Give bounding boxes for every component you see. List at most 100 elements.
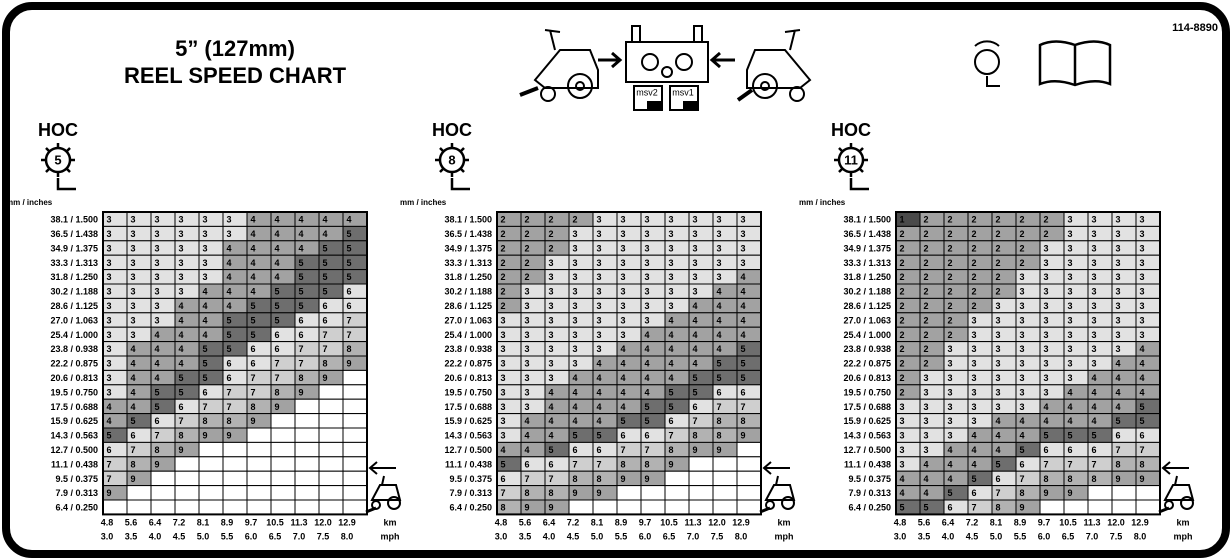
cell [318, 427, 344, 443]
cell-value: 3 [899, 431, 904, 441]
cell-value: 3 [130, 258, 135, 268]
cell [640, 485, 666, 501]
cell [342, 413, 368, 429]
speed-mph: 7.0 [293, 531, 306, 541]
cell-value: 5 [298, 272, 303, 282]
speed-km: 10.5 [266, 517, 284, 527]
cell-value: 5 [947, 488, 952, 498]
cell-value: 3 [202, 258, 207, 268]
cell-value: 6 [250, 344, 255, 354]
cell-value: 9 [548, 503, 553, 513]
row-label: 30.2 / 1.188 [843, 287, 891, 297]
cell-value: 3 [1115, 315, 1120, 325]
cell-value: 3 [524, 287, 529, 297]
row-label: 28.6 / 1.125 [50, 301, 98, 311]
cell-value: 4 [226, 272, 231, 282]
cell [222, 456, 248, 472]
cell-value: 3 [500, 402, 505, 412]
cell-value: 2 [899, 373, 904, 383]
row-label: 25.4 / 1.000 [444, 330, 492, 340]
cell [342, 384, 368, 400]
cell-value: 2 [899, 387, 904, 397]
cell-value: 3 [644, 215, 649, 225]
cell [712, 485, 738, 501]
cell-value: 3 [106, 215, 111, 225]
cell-value: 3 [130, 272, 135, 282]
hoc-icon-spoke [65, 167, 71, 173]
cell-value: 7 [620, 445, 625, 455]
cell-value: 4 [178, 301, 183, 311]
cell-value: 4 [899, 488, 904, 498]
cell [294, 499, 320, 515]
cell-value: 4 [250, 258, 255, 268]
cell-value: 2 [1019, 258, 1024, 268]
cell-value: 9 [668, 459, 673, 469]
cell-value: 3 [130, 243, 135, 253]
cell-value: 4 [548, 387, 553, 397]
cell-value: 3 [1067, 215, 1072, 225]
cell-value: 4 [692, 301, 697, 311]
cell-value: 4 [130, 402, 135, 412]
cell-value: 2 [971, 301, 976, 311]
cell-value: 3 [1043, 272, 1048, 282]
cell-value: 3 [106, 315, 111, 325]
cell-value: 9 [1043, 488, 1048, 498]
speed-mph: 5.0 [197, 531, 210, 541]
speed-km: 8.9 [1014, 517, 1027, 527]
cell-value: 8 [1067, 474, 1072, 484]
cell-value: 3 [524, 402, 529, 412]
cell-value: 3 [692, 258, 697, 268]
cell-value: 5 [1019, 445, 1024, 455]
valve-icon [625, 25, 709, 111]
cell-value: 2 [899, 359, 904, 369]
cell-value: 2 [1043, 229, 1048, 239]
cell-value: 3 [1043, 258, 1048, 268]
cell-value: 2 [971, 243, 976, 253]
tractor-reel [1158, 506, 1170, 514]
cell [342, 441, 368, 458]
speed-km: 9.7 [1038, 517, 1051, 527]
cell [1111, 485, 1137, 501]
cell-value: 3 [1067, 344, 1072, 354]
cell-value: 7 [226, 402, 231, 412]
cell-value: 3 [1139, 215, 1144, 225]
cell-value: 6 [250, 359, 255, 369]
cell-value: 3 [548, 272, 553, 282]
cell-value: 2 [995, 215, 1000, 225]
cell-value: 3 [899, 459, 904, 469]
hoc-value: 8 [448, 152, 455, 167]
speed-km: 4.8 [894, 517, 907, 527]
cell [270, 456, 296, 472]
cell-value: 4 [644, 344, 649, 354]
cell-value: 3 [178, 229, 183, 239]
cell [1039, 499, 1065, 515]
cell-value: 3 [572, 287, 577, 297]
cell-value: 8 [1091, 474, 1096, 484]
cell-value: 4 [971, 459, 976, 469]
row-label: 33.3 / 1.313 [444, 258, 492, 268]
cell-value: 3 [106, 258, 111, 268]
hoc-icon-spoke [858, 167, 864, 173]
cell-value: 3 [596, 301, 601, 311]
row-label: 15.9 / 0.625 [843, 416, 891, 426]
hoc-icon-spoke [838, 167, 844, 173]
cell-value: 4 [596, 387, 601, 397]
cell-value: 3 [1067, 373, 1072, 383]
row-label: 9.5 / 0.375 [55, 474, 98, 484]
cell [270, 441, 296, 458]
cell-value: 5 [500, 459, 505, 469]
cell [270, 499, 296, 515]
cell-value: 3 [995, 301, 1000, 311]
cell-value: 3 [971, 344, 976, 354]
row-label: 9.5 / 0.375 [848, 474, 891, 484]
cell-value: 7 [322, 344, 327, 354]
speed-km: 6.4 [942, 517, 955, 527]
cell-value: 3 [1043, 344, 1048, 354]
title-line2: REEL SPEED CHART [124, 63, 347, 88]
cell-value: 3 [644, 301, 649, 311]
cell-value: 8 [250, 402, 255, 412]
cell-value: 4 [250, 215, 255, 225]
cell-value: 4 [274, 215, 279, 225]
speed-mph: 3.0 [495, 531, 508, 541]
